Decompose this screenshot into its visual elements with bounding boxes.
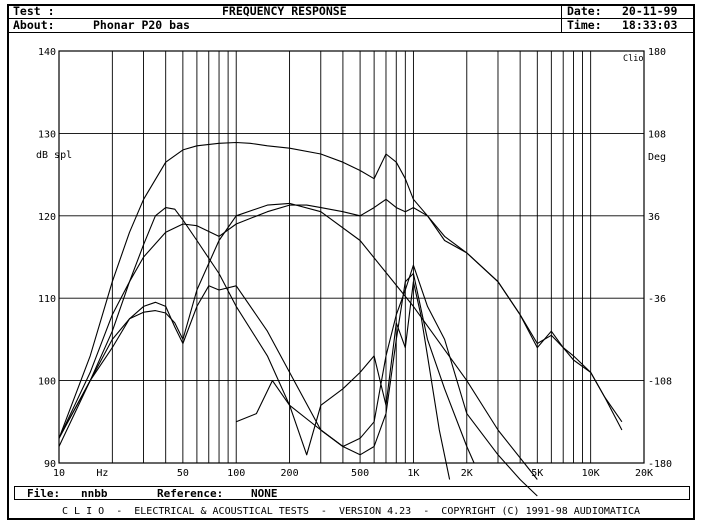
- x-tick-label: 1K: [407, 468, 419, 479]
- x-tick-label: 200: [281, 468, 299, 479]
- y2-tick-label: 108: [648, 129, 666, 140]
- file-label: File:: [27, 487, 61, 500]
- x-tick-label: 10K: [582, 468, 600, 479]
- about-value: Phonar P20 bas: [93, 18, 190, 32]
- x-tick-label: 5K: [531, 468, 543, 479]
- x-tick-label: 500: [351, 468, 369, 479]
- reference-label: Reference:: [157, 487, 224, 500]
- series-line-4: [58, 202, 538, 480]
- header-separator: [561, 5, 562, 32]
- x-tick-label: 20K: [635, 468, 653, 479]
- reference-value: NONE: [251, 487, 278, 500]
- series-line-1: [58, 141, 623, 439]
- header-bottom-divider: [9, 32, 693, 33]
- series-line-2: [58, 198, 623, 439]
- footer-banner: C L I O - ELECTRICAL & ACOUSTICAL TESTS …: [62, 506, 640, 517]
- clio-badge: Clio: [623, 54, 643, 64]
- date-value: 20-11-99: [622, 4, 678, 18]
- y-tick-label: 120: [38, 212, 56, 223]
- date-label: Date:: [567, 4, 602, 18]
- clio-badge-box: [622, 52, 642, 63]
- y-tick-label: 130: [38, 129, 56, 140]
- y2-tick-label: 180: [648, 47, 666, 58]
- y2-tick-label: -180: [648, 459, 672, 470]
- x-tick-label: 50: [177, 468, 189, 479]
- series-line-5: [58, 272, 475, 464]
- series-line-6: [235, 281, 451, 480]
- time-value: 18:33:03: [622, 18, 678, 32]
- file-value: nnbb: [81, 487, 108, 500]
- page-title: FREQUENCY RESPONSE: [222, 4, 347, 18]
- about-label: About:: [13, 18, 55, 32]
- y-tick-label: 90: [44, 459, 56, 470]
- x-tick-label: 10: [53, 468, 65, 479]
- clio-window: [7, 4, 695, 520]
- series-line-3: [58, 207, 538, 497]
- test-label: Test :: [13, 4, 55, 18]
- time-label: Time:: [567, 18, 602, 32]
- x-tick-label: 2K: [461, 468, 473, 479]
- x-tick-label: 100: [227, 468, 245, 479]
- x-tick-label: Hz: [96, 468, 108, 479]
- y-tick-label: 140: [38, 47, 56, 58]
- ylabel-db: dB spl: [36, 150, 72, 161]
- y2-tick-label: -108: [648, 377, 672, 388]
- y-tick-label: 110: [38, 294, 56, 305]
- y2label-deg: Deg: [648, 152, 666, 163]
- y2-tick-label: -36: [648, 294, 666, 305]
- header-divider: [9, 18, 693, 19]
- y-tick-label: 100: [38, 377, 56, 388]
- y2-tick-label: 36: [648, 212, 660, 223]
- plot-area: [58, 50, 645, 464]
- file-info-bar: File: nnbb Reference: NONE: [14, 486, 690, 500]
